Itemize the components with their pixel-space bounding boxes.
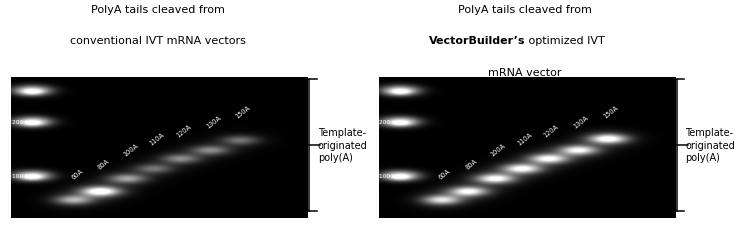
Text: 100A: 100A: [122, 142, 139, 157]
Text: conventional IVT mRNA vectors: conventional IVT mRNA vectors: [70, 36, 245, 46]
Text: Template-: Template-: [686, 128, 734, 138]
Text: PolyA tails cleaved from: PolyA tails cleaved from: [91, 5, 224, 15]
Text: 100A: 100A: [489, 142, 506, 157]
Text: 60A: 60A: [437, 167, 452, 180]
Text: 110A: 110A: [148, 131, 166, 146]
Text: VectorBuilder’s: VectorBuilder’s: [428, 36, 525, 46]
Text: PolyA tails cleaved from: PolyA tails cleaved from: [458, 5, 592, 15]
Text: 80A: 80A: [97, 157, 111, 170]
Text: 150A: 150A: [602, 104, 619, 119]
Text: poly(A): poly(A): [686, 153, 720, 163]
Text: originated: originated: [318, 140, 368, 150]
Text: poly(A): poly(A): [318, 153, 352, 163]
Text: 80A: 80A: [464, 157, 478, 170]
Text: 150A: 150A: [234, 104, 251, 119]
Text: 200 bp: 200 bp: [380, 120, 400, 125]
Text: mRNA vector: mRNA vector: [488, 68, 562, 78]
Text: 100 bp: 100 bp: [12, 173, 32, 178]
Text: optimized IVT: optimized IVT: [525, 36, 605, 46]
Text: 110A: 110A: [516, 131, 533, 146]
Text: Template-: Template-: [318, 128, 366, 138]
Text: 120A: 120A: [542, 123, 560, 138]
Text: 200 bp: 200 bp: [12, 120, 32, 125]
Text: originated: originated: [686, 140, 735, 150]
Text: 130A: 130A: [205, 114, 222, 129]
Text: 60A: 60A: [70, 167, 84, 180]
Text: 130A: 130A: [572, 114, 590, 129]
Text: 120A: 120A: [175, 123, 192, 138]
Text: 100 bp: 100 bp: [380, 173, 400, 178]
